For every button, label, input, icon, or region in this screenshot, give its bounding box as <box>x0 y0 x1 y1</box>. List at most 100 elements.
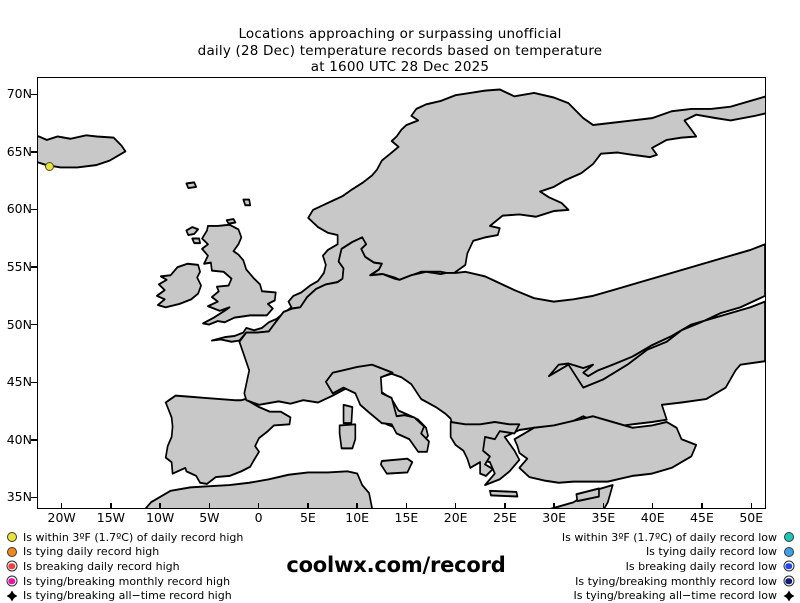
landmass-skye <box>191 237 201 245</box>
legend-row-right-3: Is tying/breaking monthly record low <box>562 574 794 589</box>
y-axis: 70N 65N 60N 55N 50N 45N 40N 35N <box>0 0 37 600</box>
y-tick-label-60n: 60N <box>6 201 32 217</box>
legend-row-left-4: Is tying/breaking all−time record high <box>6 588 243 603</box>
y-tick-label-35n: 35N <box>6 489 32 505</box>
x-tick-mark <box>750 503 752 509</box>
marker-dot-icon <box>783 532 794 543</box>
x-tick-label-15e: 15E <box>394 510 419 525</box>
title-line-2: daily (28 Dec) temperature records based… <box>197 42 603 59</box>
landmass-hebrides <box>185 226 199 237</box>
landmass-italy <box>325 363 430 453</box>
landmass-sardinia <box>338 423 357 450</box>
y-tick-mark <box>31 151 37 153</box>
x-tick-label-15w: 15W <box>96 510 126 525</box>
x-tick-label-5e: 5E <box>299 510 316 525</box>
map-landmass-svg <box>38 88 765 508</box>
y-tick-mark <box>31 93 37 95</box>
legend-row-left-2: Is breaking daily record high <box>6 559 243 574</box>
x-tick-label-20e: 20E <box>443 510 468 525</box>
page-title: Locations approaching or surpassing unof… <box>0 26 800 76</box>
landmass-north-africa <box>144 470 614 508</box>
x-tick-label-45e: 45E <box>690 510 714 525</box>
marker-star-icon <box>783 590 794 602</box>
x-tick-label-30e: 30E <box>542 510 567 525</box>
legend-row-right-0: Is within 3ºF (1.7ºC) of daily record lo… <box>562 530 794 545</box>
y-tick-label-40n: 40N <box>6 431 32 447</box>
x-tick-label-5w: 5W <box>199 510 220 525</box>
x-tick-mark <box>159 503 161 509</box>
legend-row-left-3: Is tying/breaking monthly record high <box>6 574 243 589</box>
landmass-corsica <box>342 403 354 425</box>
x-tick-label-35e: 35E <box>591 510 616 525</box>
marker-dot-icon <box>6 546 17 557</box>
legend-label: Is within 3ºF (1.7ºC) of daily record hi… <box>23 530 244 544</box>
legend-label: Is breaking daily record high <box>23 559 180 573</box>
y-tick-mark <box>31 266 37 268</box>
title-line-1: Locations approaching or surpassing unof… <box>238 26 562 42</box>
landmass-crete <box>489 489 519 498</box>
legend-label: Is within 3ºF (1.7ºC) of daily record lo… <box>561 530 777 544</box>
x-tick-label-0: 0 <box>254 510 263 525</box>
legend-label: Is tying daily record high <box>23 545 160 559</box>
landmass-iberia <box>164 394 292 485</box>
landmass-greece <box>449 421 521 477</box>
x-tick-mark <box>701 503 703 509</box>
legend-row-left-0: Is within 3ºF (1.7ºC) of daily record hi… <box>6 530 243 545</box>
marker-ringed-dot-icon <box>6 575 17 587</box>
marker-dot-icon <box>783 546 794 557</box>
legend-low-records: Is within 3ºF (1.7ºC) of daily record lo… <box>562 530 794 603</box>
y-tick-label-55n: 55N <box>6 258 32 274</box>
landmass-shetland <box>242 198 252 207</box>
x-tick-label-10w: 10W <box>146 510 175 525</box>
map-plot-area[interactable] <box>37 77 766 509</box>
x-tick-mark <box>652 503 654 509</box>
legend-row-left-1: Is tying daily record high <box>6 545 243 560</box>
y-tick-mark <box>31 496 37 499</box>
data-point-within-3F-daily-record-high[interactable] <box>45 161 55 171</box>
legend-label: Is tying/breaking monthly record low <box>575 574 777 588</box>
y-tick-mark <box>31 208 37 211</box>
legend-row-right-4: Is tying/breaking all−time record low <box>562 588 794 603</box>
legend-row-right-1: Is tying daily record low <box>562 545 794 560</box>
legend-label: Is breaking daily record low <box>625 559 777 573</box>
x-tick-label-25e: 25E <box>493 510 517 525</box>
title-line-3: at 1600 UTC 28 Dec 2025 <box>310 59 490 75</box>
landmass-turkey <box>513 415 698 484</box>
y-tick-label-50n: 50N <box>6 316 32 332</box>
landmass-faroe <box>185 181 198 190</box>
marker-dot-icon <box>6 532 17 543</box>
landmass-great-britain <box>201 223 277 326</box>
landmass-orkney <box>225 218 237 225</box>
x-tick-label-50e: 50E <box>739 510 764 525</box>
watermark-coolwx: coolwx.com/record <box>286 553 506 577</box>
x-tick-label-40e: 40E <box>640 510 665 525</box>
landmass-cyprus <box>575 487 600 503</box>
landmass-sicily <box>380 457 414 475</box>
legend-label: Is tying/breaking monthly record high <box>23 574 231 588</box>
legend-row-right-2: Is breaking daily record low <box>562 559 794 574</box>
y-tick-label-70n: 70N <box>6 86 32 102</box>
x-tick-mark <box>356 503 358 509</box>
y-tick-mark <box>31 381 37 383</box>
legend-label: Is tying/breaking all−time record high <box>23 589 232 603</box>
y-tick-label-45n: 45N <box>6 374 32 390</box>
landmass-eurasia <box>238 236 765 487</box>
x-tick-mark <box>307 503 309 509</box>
y-tick-mark <box>31 439 37 441</box>
x-tick-mark <box>257 503 260 509</box>
x-tick-label-10e: 10E <box>345 510 370 525</box>
legend-high-records: Is within 3ºF (1.7ºC) of daily record hi… <box>6 530 243 603</box>
marker-ringed-dot-icon <box>6 560 17 572</box>
marker-ringed-dot-icon <box>783 560 794 572</box>
y-tick-label-65n: 65N <box>6 143 32 159</box>
x-tick-mark <box>405 503 408 509</box>
marker-star-icon <box>6 590 17 602</box>
x-tick-label-20w: 20W <box>47 510 76 525</box>
x-tick-mark <box>208 503 211 509</box>
x-tick-mark <box>504 503 506 509</box>
legend-label: Is tying/breaking all−time record low <box>573 589 778 603</box>
x-tick-mark <box>553 503 555 509</box>
y-tick-mark <box>31 323 37 326</box>
